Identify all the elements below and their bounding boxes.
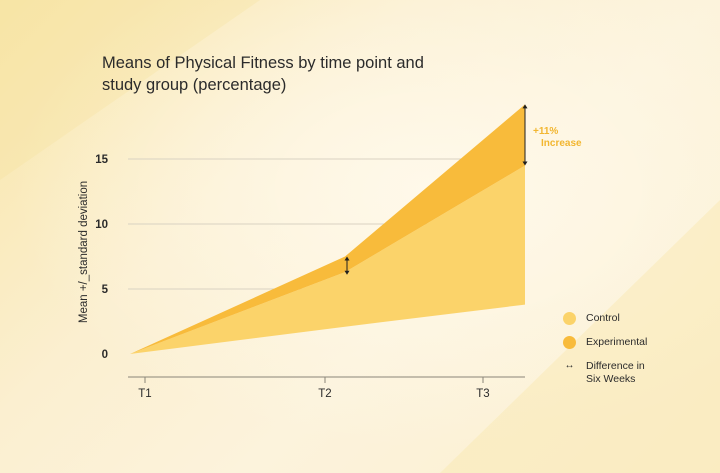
difference-arrow-t2-head-top xyxy=(344,256,350,261)
legend-label-experimental: Experimental xyxy=(586,336,648,348)
annotation-increase: Increase xyxy=(541,138,582,149)
legend-swatch-experimental xyxy=(563,336,576,349)
legend-label-difference: Difference in Six Weeks xyxy=(586,360,645,385)
y-tick-label-15: 15 xyxy=(95,154,108,166)
legend-item-difference: ↔ Difference in Six Weeks xyxy=(563,360,656,386)
x-tick-label-T3: T3 xyxy=(476,388,489,400)
legend-item-control: Control xyxy=(563,312,656,325)
area-control xyxy=(130,165,525,354)
difference-arrow-t3 xyxy=(522,104,528,166)
legend: Control Experimental ↔ Difference in Six … xyxy=(563,312,656,397)
x-tick-label-T2: T2 xyxy=(318,388,331,400)
x-tick-label-T1: T1 xyxy=(138,388,151,400)
y-tick-label-5: 5 xyxy=(102,284,109,296)
difference-arrow-t3-head-top xyxy=(522,104,528,109)
double-arrow-icon: ↔ xyxy=(564,360,575,371)
annotation-percent: +11% xyxy=(533,126,558,137)
chart-title: Means of Physical Fitness by time point … xyxy=(102,54,424,94)
y-tick-label-10: 10 xyxy=(95,219,108,231)
legend-item-experimental: Experimental xyxy=(563,336,656,349)
difference-arrow-t3-head-bottom xyxy=(522,161,528,166)
legend-label-control: Control xyxy=(586,312,620,324)
legend-swatch-control xyxy=(563,312,576,325)
difference-arrow-t2-head-bottom xyxy=(344,270,350,275)
difference-arrow-t2 xyxy=(344,256,350,275)
y-tick-label-0: 0 xyxy=(102,349,108,361)
